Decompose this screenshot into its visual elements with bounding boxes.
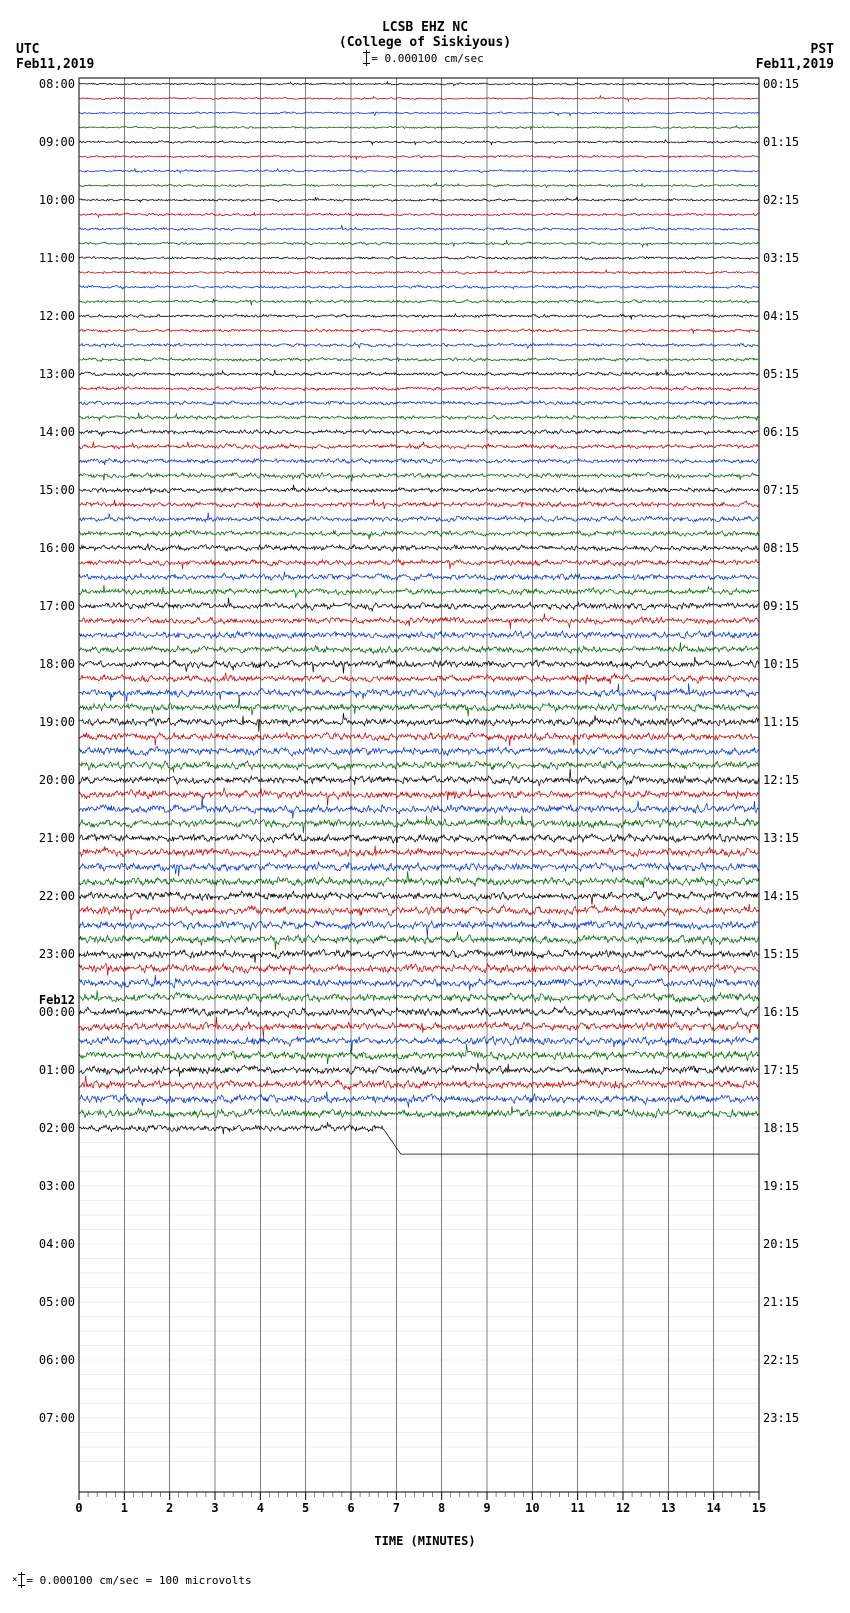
svg-text:06:15: 06:15	[763, 425, 799, 439]
svg-text:13:00: 13:00	[39, 367, 75, 381]
svg-text:08:00: 08:00	[39, 77, 75, 91]
svg-text:02:15: 02:15	[763, 193, 799, 207]
tz-left-label: UTC	[16, 42, 94, 57]
svg-text:0: 0	[75, 1501, 82, 1515]
seismogram-svg: 012345678910111213141508:0009:0010:0011:…	[35, 72, 803, 1532]
svg-text:23:00: 23:00	[39, 947, 75, 961]
seismogram-container: UTC Feb11,2019 PST Feb11,2019 LCSB EHZ N…	[0, 0, 850, 1608]
svg-text:05:00: 05:00	[39, 1295, 75, 1309]
svg-text:03:00: 03:00	[39, 1179, 75, 1193]
svg-text:9: 9	[483, 1501, 490, 1515]
svg-text:05:15: 05:15	[763, 367, 799, 381]
tz-right-date: Feb11,2019	[756, 57, 834, 72]
svg-text:4: 4	[257, 1501, 264, 1515]
svg-text:12:00: 12:00	[39, 309, 75, 323]
svg-text:7: 7	[393, 1501, 400, 1515]
svg-text:04:15: 04:15	[763, 309, 799, 323]
svg-text:Feb12: Feb12	[39, 993, 75, 1007]
scale-indicator: = 0.000100 cm/sec	[10, 50, 840, 66]
tz-right-label: PST	[756, 42, 834, 57]
footer-scale: × = 0.000100 cm/sec = 100 microvolts	[10, 1572, 840, 1588]
svg-text:13: 13	[661, 1501, 675, 1515]
svg-text:8: 8	[438, 1501, 445, 1515]
svg-text:19:00: 19:00	[39, 715, 75, 729]
x-axis-label: TIME (MINUTES)	[35, 1534, 815, 1548]
svg-text:01:00: 01:00	[39, 1063, 75, 1077]
footer-scale-text: = 0.000100 cm/sec = 100 microvolts	[26, 1574, 251, 1587]
svg-text:10:15: 10:15	[763, 657, 799, 671]
svg-text:20:00: 20:00	[39, 773, 75, 787]
footer-prefix: ×	[12, 1575, 17, 1585]
chart-title: LCSB EHZ NC	[10, 20, 840, 35]
svg-text:16:00: 16:00	[39, 541, 75, 555]
svg-text:09:00: 09:00	[39, 135, 75, 149]
svg-text:11:15: 11:15	[763, 715, 799, 729]
svg-text:21:15: 21:15	[763, 1295, 799, 1309]
svg-text:21:00: 21:00	[39, 831, 75, 845]
svg-text:22:15: 22:15	[763, 1353, 799, 1367]
svg-text:08:15: 08:15	[763, 541, 799, 555]
svg-text:10: 10	[525, 1501, 539, 1515]
svg-text:07:15: 07:15	[763, 483, 799, 497]
svg-text:09:15: 09:15	[763, 599, 799, 613]
svg-text:03:15: 03:15	[763, 251, 799, 265]
svg-text:5: 5	[302, 1501, 309, 1515]
svg-text:11: 11	[570, 1501, 584, 1515]
svg-text:11:00: 11:00	[39, 251, 75, 265]
svg-text:10:00: 10:00	[39, 193, 75, 207]
timezone-right: PST Feb11,2019	[756, 42, 834, 72]
svg-text:04:00: 04:00	[39, 1237, 75, 1251]
svg-text:6: 6	[347, 1501, 354, 1515]
svg-text:2: 2	[166, 1501, 173, 1515]
scale-bar-icon	[366, 50, 367, 66]
svg-text:00:15: 00:15	[763, 77, 799, 91]
svg-text:13:15: 13:15	[763, 831, 799, 845]
svg-text:1: 1	[121, 1501, 128, 1515]
svg-text:15: 15	[752, 1501, 766, 1515]
svg-text:19:15: 19:15	[763, 1179, 799, 1193]
svg-text:12: 12	[616, 1501, 630, 1515]
svg-text:02:00: 02:00	[39, 1121, 75, 1135]
svg-text:07:00: 07:00	[39, 1411, 75, 1425]
svg-text:14: 14	[706, 1501, 720, 1515]
svg-text:16:15: 16:15	[763, 1005, 799, 1019]
svg-text:06:00: 06:00	[39, 1353, 75, 1367]
svg-text:20:15: 20:15	[763, 1237, 799, 1251]
plot-area: 012345678910111213141508:0009:0010:0011:…	[35, 72, 815, 1548]
svg-text:00:00: 00:00	[39, 1005, 75, 1019]
chart-subtitle: (College of Siskiyous)	[10, 35, 840, 50]
chart-header: LCSB EHZ NC (College of Siskiyous) = 0.0…	[10, 20, 840, 66]
svg-text:17:15: 17:15	[763, 1063, 799, 1077]
svg-text:14:00: 14:00	[39, 425, 75, 439]
svg-text:15:00: 15:00	[39, 483, 75, 497]
svg-text:22:00: 22:00	[39, 889, 75, 903]
footer-scale-bar-icon	[21, 1572, 22, 1588]
scale-label: = 0.000100 cm/sec	[371, 52, 484, 65]
svg-text:15:15: 15:15	[763, 947, 799, 961]
svg-text:01:15: 01:15	[763, 135, 799, 149]
svg-text:14:15: 14:15	[763, 889, 799, 903]
svg-text:17:00: 17:00	[39, 599, 75, 613]
svg-text:3: 3	[211, 1501, 218, 1515]
svg-text:18:00: 18:00	[39, 657, 75, 671]
svg-text:12:15: 12:15	[763, 773, 799, 787]
timezone-left: UTC Feb11,2019	[16, 42, 94, 72]
svg-text:23:15: 23:15	[763, 1411, 799, 1425]
svg-text:18:15: 18:15	[763, 1121, 799, 1135]
tz-left-date: Feb11,2019	[16, 57, 94, 72]
